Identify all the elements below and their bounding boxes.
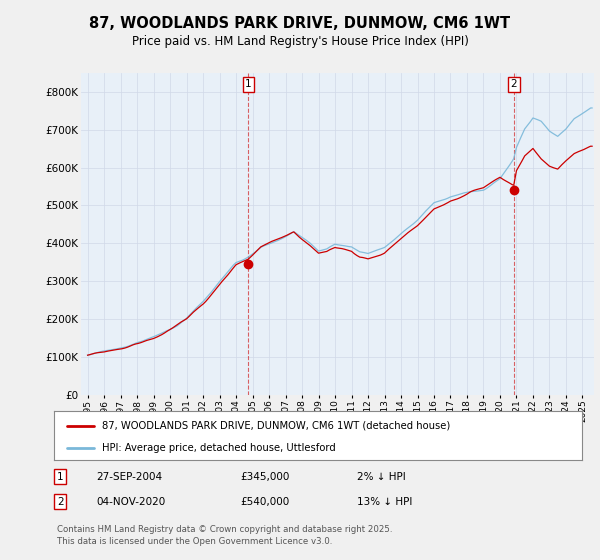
- Text: 27-SEP-2004: 27-SEP-2004: [96, 472, 162, 482]
- Text: 87, WOODLANDS PARK DRIVE, DUNMOW, CM6 1WT: 87, WOODLANDS PARK DRIVE, DUNMOW, CM6 1W…: [89, 16, 511, 31]
- Text: £345,000: £345,000: [240, 472, 289, 482]
- Text: 2: 2: [57, 497, 64, 507]
- Text: Price paid vs. HM Land Registry's House Price Index (HPI): Price paid vs. HM Land Registry's House …: [131, 35, 469, 48]
- Text: 2% ↓ HPI: 2% ↓ HPI: [357, 472, 406, 482]
- Text: Contains HM Land Registry data © Crown copyright and database right 2025.
This d: Contains HM Land Registry data © Crown c…: [57, 525, 392, 546]
- Text: 13% ↓ HPI: 13% ↓ HPI: [357, 497, 412, 507]
- Text: 2: 2: [511, 79, 517, 89]
- Text: 1: 1: [245, 79, 252, 89]
- Text: 1: 1: [57, 472, 64, 482]
- Text: 04-NOV-2020: 04-NOV-2020: [96, 497, 165, 507]
- Text: HPI: Average price, detached house, Uttlesford: HPI: Average price, detached house, Uttl…: [101, 443, 335, 453]
- Text: £540,000: £540,000: [240, 497, 289, 507]
- Text: 87, WOODLANDS PARK DRIVE, DUNMOW, CM6 1WT (detached house): 87, WOODLANDS PARK DRIVE, DUNMOW, CM6 1W…: [101, 421, 450, 431]
